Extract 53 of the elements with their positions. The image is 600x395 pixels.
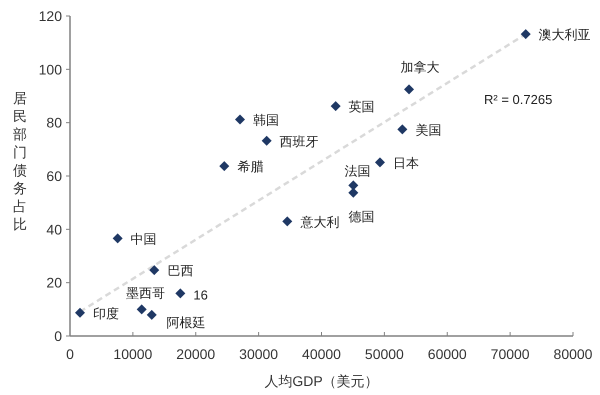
y-tick-label: 60: [46, 168, 62, 184]
point: [136, 304, 147, 314]
point: [404, 84, 414, 94]
y-tick-label: 120: [38, 8, 62, 24]
annotation: 日本: [392, 155, 419, 170]
annotation: 希腊: [237, 159, 264, 174]
point: [112, 233, 123, 244]
point: [282, 216, 292, 226]
x-tick-label: 0: [66, 346, 74, 362]
annotation: 16: [193, 287, 208, 302]
y-tick-label: 100: [38, 61, 62, 78]
annotation: 西班牙: [280, 134, 319, 149]
annotation: 印度: [92, 306, 119, 321]
point: [348, 180, 358, 190]
x-tick-label: 40000: [302, 346, 342, 362]
annotation: 加拿大: [400, 59, 440, 74]
annotation: 美国: [415, 122, 442, 138]
point: [262, 136, 272, 146]
annotation: 韩国: [253, 112, 280, 128]
y-tick-label: 0: [54, 328, 62, 344]
x-tick-label: 80000: [554, 346, 593, 362]
annotation: 中国: [130, 231, 157, 246]
point: [149, 265, 160, 276]
point: [348, 188, 358, 198]
x-tick-label: 30000: [239, 346, 278, 362]
x-tick-label: 20000: [176, 346, 216, 362]
point: [175, 288, 186, 298]
annotation: 意大利: [299, 214, 340, 230]
annotation: 阿根廷: [166, 314, 206, 330]
annotation: 法国: [344, 163, 370, 178]
y-tick-label: 20: [46, 274, 62, 291]
y-tick-label: 40: [46, 221, 62, 238]
point: [520, 29, 531, 40]
y-tick-label: 80: [46, 114, 62, 131]
x-tick-label: 60000: [428, 346, 467, 362]
x-tick-label: 10000: [113, 346, 153, 362]
annotation: 英国: [348, 99, 375, 114]
x-tick-label: 70000: [490, 346, 530, 362]
annotation: 德国: [348, 208, 374, 224]
x-axis-title: 人均GDP（美元）: [264, 373, 379, 389]
x-tick-label: 50000: [364, 346, 404, 362]
annotation: 墨西哥: [126, 285, 166, 300]
annotation: 澳大利亚: [538, 27, 591, 42]
point: [330, 101, 341, 112]
point: [219, 161, 230, 172]
point: [235, 114, 246, 124]
annotation: R² = 0.7265: [484, 92, 552, 107]
annotation: 巴西: [167, 263, 194, 278]
point: [146, 310, 157, 320]
point: [74, 308, 85, 318]
y-axis-title: 居民部门债务占比: [13, 90, 27, 232]
point: [397, 124, 408, 134]
point: [374, 157, 385, 168]
